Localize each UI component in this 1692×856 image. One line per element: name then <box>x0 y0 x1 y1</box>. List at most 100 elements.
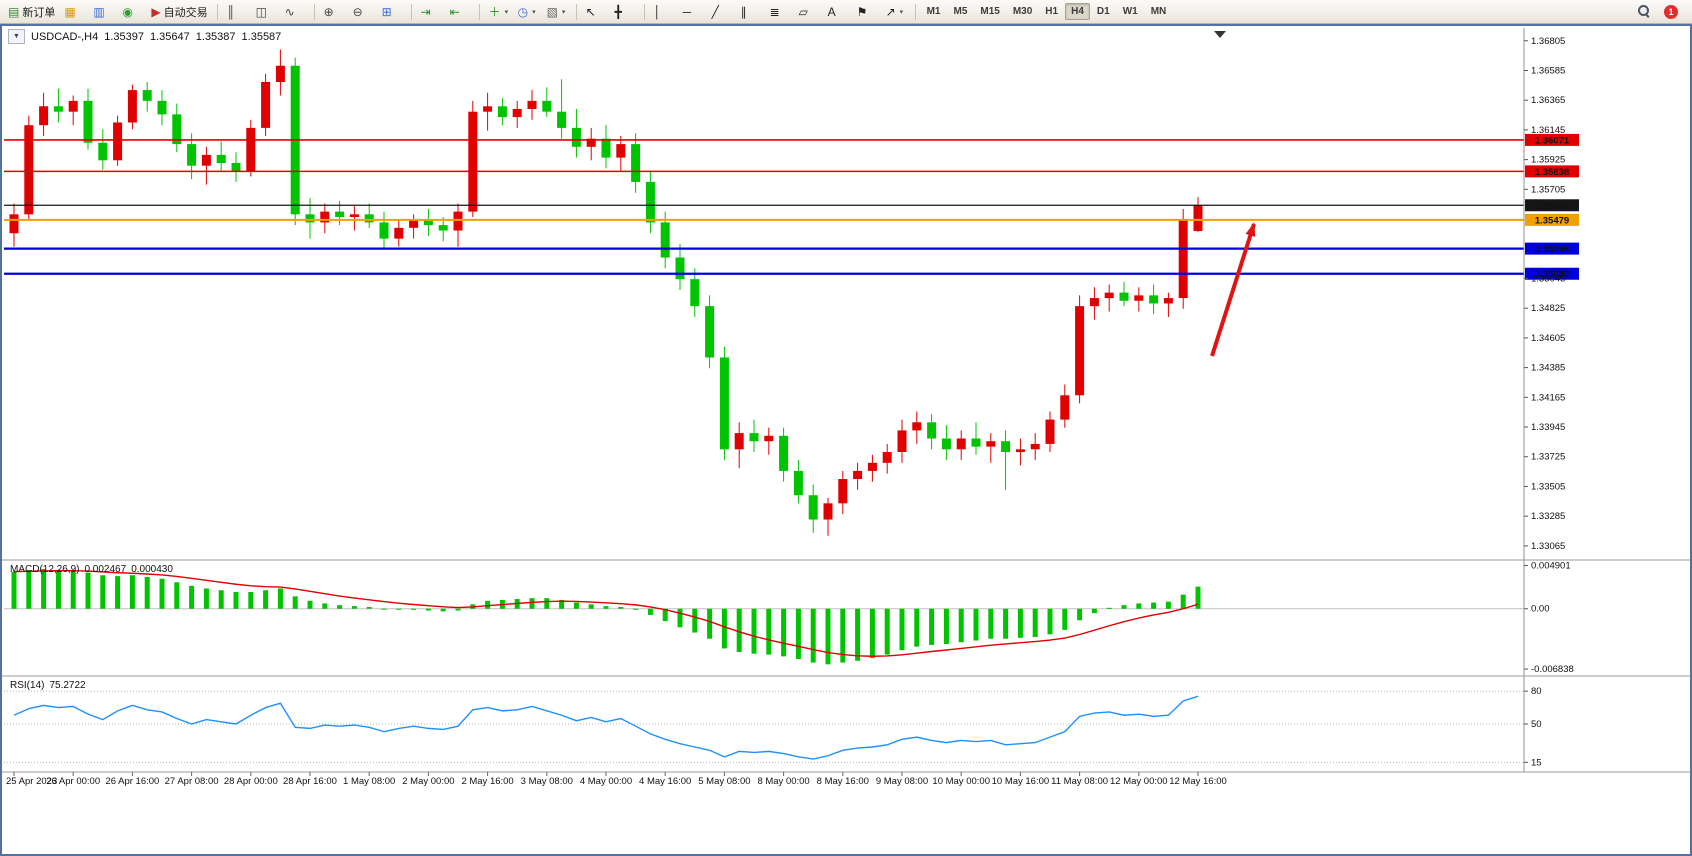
fibonacci-icon: ≣ <box>769 4 780 19</box>
chart-symbol-period: USDCAD-,H4 <box>31 30 99 43</box>
toolbar-separator <box>643 3 645 20</box>
periods-dropdown-icon[interactable]: ▾ <box>532 8 536 16</box>
chart-high-value: 1.35647 <box>150 30 190 43</box>
chart-ohlc-header: ▼ USDCAD-,H4 1.35397 1.35647 1.35387 1.3… <box>8 29 281 44</box>
svg-text:1.33505: 1.33505 <box>1531 481 1565 492</box>
rsi-name: RSI(14) <box>10 680 45 691</box>
indicators-dropdown-icon[interactable]: ▾ <box>504 8 509 16</box>
svg-text:25 Apr 2023: 25 Apr 2023 <box>6 776 57 787</box>
arrows-tool-dropdown-icon[interactable]: ▾ <box>899 8 904 16</box>
line-chart-button[interactable]: ∿ <box>281 1 309 23</box>
market-watch-button[interactable]: ▥ <box>89 1 117 23</box>
charts-window-button[interactable]: ▦ <box>60 1 88 23</box>
horizontal-line-icon: ─ <box>682 4 692 19</box>
svg-text:12 May 00:00: 12 May 00:00 <box>1110 776 1168 787</box>
horizontal-level-lines[interactable]: 1.36071 1.35838 1.35587 1.35479 1.35266 1.350… <box>4 133 1579 280</box>
svg-text:27 Apr 08:00: 27 Apr 08:00 <box>165 776 219 787</box>
trendline-button[interactable]: ╱ <box>708 1 736 23</box>
crosshair-button[interactable]: ╋ <box>611 1 639 23</box>
bar-chart-button[interactable]: ║ <box>223 1 251 23</box>
price-tag <box>1525 165 1579 178</box>
auto-scroll-icon: ⇥ <box>420 4 431 19</box>
svg-text:9 May 08:00: 9 May 08:00 <box>876 776 928 787</box>
timeframe-h4-button[interactable]: H4 <box>1065 3 1090 20</box>
arrows-tool-button[interactable]: ↗ ▾ <box>882 1 910 23</box>
svg-text:1.34825: 1.34825 <box>1531 303 1565 314</box>
svg-text:1.35838: 1.35838 <box>1535 167 1569 178</box>
equidistant-channel-button[interactable]: ∥ <box>737 1 765 23</box>
svg-text:1.35080: 1.35080 <box>1535 269 1569 280</box>
vertical-line-button[interactable]: │ <box>650 1 678 23</box>
zoom-out-button[interactable]: ⊖ <box>349 1 377 23</box>
one-click-trading-collapse-button[interactable]: ▼ <box>8 29 25 44</box>
indicators-button[interactable]: ＋ ▾ <box>485 1 513 23</box>
chart-shift-button[interactable]: ⇤ <box>446 1 474 23</box>
horizontal-line-button[interactable]: ─ <box>679 1 707 23</box>
toolbar: ▤ 新订单 ▦ ▥ ◉ ▶ 自动交易 ║ ◫ ∿ ⊕ ⊖ ⊞ ⇥ ⇤ ＋ ▾ ◷ ▾ ▧ ▾ ↖ ╋ │ ─ ╱ ∥ ≣ ▱ A ⚑ ↗ ▾ M1… <box>0 0 1692 24</box>
zoom-in-icon: ⊕ <box>323 4 334 19</box>
svg-text:1.36805: 1.36805 <box>1531 36 1565 47</box>
macd-value: 0.002467 <box>84 564 127 575</box>
cursor-icon: ↖ <box>585 4 596 19</box>
auto-scroll-button[interactable]: ⇥ <box>417 1 445 23</box>
templates-button[interactable]: ▧ ▾ <box>543 1 571 23</box>
svg-text:80: 80 <box>1531 686 1542 697</box>
new-order-label: 新订单 <box>22 6 56 19</box>
rsi-pane: 80 50 15 <box>4 686 1542 768</box>
candlestick-chart-button[interactable]: ◫ <box>252 1 280 23</box>
timeframe-w1-button[interactable]: W1 <box>1122 6 1138 17</box>
timeframe-m1-button[interactable]: M1 <box>926 6 941 17</box>
navigator-icon: ◉ <box>122 4 133 19</box>
svg-text:4 May 00:00: 4 May 00:00 <box>580 776 632 787</box>
svg-text:1.33945: 1.33945 <box>1531 422 1565 433</box>
toolbar-separator <box>914 3 916 20</box>
auto-trading-button[interactable]: ▶ 自动交易 <box>147 1 211 23</box>
timeframe-h1-button[interactable]: H1 <box>1045 6 1059 17</box>
price-axis[interactable]: 1.36805 1.36585 1.36365 1.36145 1.35925 1.357… <box>1523 28 1565 772</box>
navigator-button[interactable]: ◉ <box>118 1 146 23</box>
chart-canvas[interactable]: 1.36071 1.35838 1.35587 1.35479 1.35266 1.350… <box>2 26 1690 854</box>
templates-dropdown-icon[interactable]: ▾ <box>561 8 566 16</box>
search-icon[interactable] <box>1638 5 1651 18</box>
svg-text:26 Apr 00:00: 26 Apr 00:00 <box>46 776 100 787</box>
timeframe-m30-button[interactable]: M30 <box>1012 6 1033 17</box>
indicators-icon: ＋ <box>488 4 501 19</box>
timeframe-m5-button[interactable]: M5 <box>953 6 968 17</box>
new-order-button[interactable]: ▤ 新订单 <box>4 1 59 23</box>
text-label-button[interactable]: ⚑ <box>853 1 881 23</box>
timeframe-m15-button[interactable]: M15 <box>980 6 1000 17</box>
zoom-out-icon: ⊖ <box>352 4 363 19</box>
svg-text:1.36145: 1.36145 <box>1531 125 1565 136</box>
periods-button[interactable]: ◷ ▾ <box>514 1 542 23</box>
zoom-in-button[interactable]: ⊕ <box>320 1 348 23</box>
text-button[interactable]: A <box>824 1 852 23</box>
text-label-icon: ⚑ <box>856 4 868 19</box>
templates-icon: ▧ <box>546 4 558 19</box>
macd-name: MACD(12,26,9) <box>10 564 80 575</box>
line-chart-icon: ∿ <box>284 4 295 19</box>
timeframe-d1-button[interactable]: D1 <box>1096 6 1110 17</box>
arrows-tool-icon: ↗ <box>885 4 896 19</box>
chart-shift-marker[interactable] <box>1214 31 1226 38</box>
fibonacci-button[interactable]: ≣ <box>766 1 794 23</box>
svg-text:3 May 08:00: 3 May 08:00 <box>521 776 573 787</box>
auto-trading-label: 自动交易 <box>163 6 208 19</box>
notification-badge[interactable]: 1 <box>1664 4 1678 19</box>
tile-windows-button[interactable]: ⊞ <box>378 1 406 23</box>
cursor-button[interactable]: ↖ <box>582 1 610 23</box>
tile-windows-icon: ⊞ <box>381 4 392 19</box>
svg-text:-0.006838: -0.006838 <box>1531 664 1574 675</box>
svg-text:1.35925: 1.35925 <box>1531 155 1565 166</box>
macd-indicator-label: MACD(12,26,9) 0.002467 0.000430 <box>10 564 173 575</box>
vertical-line-icon: │ <box>653 4 662 19</box>
price-tag <box>1525 199 1579 212</box>
chart-shift-icon: ⇤ <box>449 4 460 19</box>
svg-text:1 May 08:00: 1 May 08:00 <box>343 776 395 787</box>
charts-window-icon: ▦ <box>64 4 76 19</box>
timeframe-mn-button[interactable]: MN <box>1150 6 1167 17</box>
svg-text:50: 50 <box>1531 719 1542 730</box>
trend-arrow-annotation[interactable] <box>1210 222 1256 357</box>
shapes-button[interactable]: ▱ <box>795 1 823 23</box>
rsi-indicator-label: RSI(14) 75.2722 <box>10 680 86 691</box>
